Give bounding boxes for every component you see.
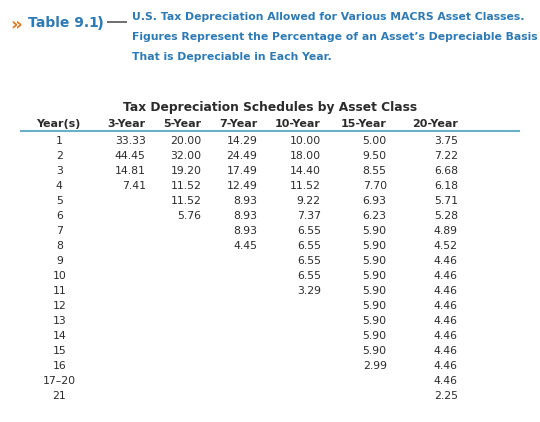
Text: U.S. Tax Depreciation Allowed for Various MACRS Asset Classes.: U.S. Tax Depreciation Allowed for Variou… [132, 12, 524, 22]
Text: 6.55: 6.55 [297, 256, 321, 266]
Text: 11.52: 11.52 [290, 181, 321, 191]
Text: 11: 11 [52, 286, 66, 296]
Text: 16: 16 [52, 361, 66, 371]
Text: 7.41: 7.41 [122, 181, 146, 191]
Text: 4: 4 [56, 181, 63, 191]
Text: 3.75: 3.75 [434, 136, 458, 146]
Text: 6.18: 6.18 [434, 181, 458, 191]
Text: 5.90: 5.90 [363, 316, 387, 326]
Text: 7.22: 7.22 [434, 151, 458, 161]
Text: 17.49: 17.49 [226, 166, 258, 176]
Text: 4.52: 4.52 [434, 241, 458, 251]
Text: 4.46: 4.46 [434, 361, 458, 371]
Text: 15-Year: 15-Year [341, 119, 387, 129]
Text: 6: 6 [56, 211, 63, 221]
Text: 12.49: 12.49 [226, 181, 258, 191]
Text: 13: 13 [52, 316, 66, 326]
Text: 5.28: 5.28 [434, 211, 458, 221]
Text: 44.45: 44.45 [115, 151, 146, 161]
Text: 7.37: 7.37 [297, 211, 321, 221]
Text: 18.00: 18.00 [289, 151, 321, 161]
Text: 3: 3 [56, 166, 63, 176]
Text: 20.00: 20.00 [170, 136, 201, 146]
Text: 21: 21 [52, 391, 66, 401]
Text: 3-Year: 3-Year [107, 119, 146, 129]
Text: 6.55: 6.55 [297, 226, 321, 236]
Text: 14.29: 14.29 [226, 136, 258, 146]
Text: 7: 7 [56, 226, 63, 236]
Text: 8.93: 8.93 [233, 196, 258, 206]
Text: 7.70: 7.70 [363, 181, 387, 191]
Text: 6.68: 6.68 [434, 166, 458, 176]
Text: 10: 10 [52, 271, 66, 281]
Text: That is Depreciable in Each Year.: That is Depreciable in Each Year. [132, 52, 332, 62]
Text: 11.52: 11.52 [171, 181, 201, 191]
Text: 4.46: 4.46 [434, 331, 458, 341]
Text: 5.00: 5.00 [362, 136, 387, 146]
Text: 14.40: 14.40 [290, 166, 321, 176]
Text: Tax Depreciation Schedules by Asset Class: Tax Depreciation Schedules by Asset Clas… [123, 101, 417, 114]
Text: 4.46: 4.46 [434, 286, 458, 296]
Text: 5.76: 5.76 [178, 211, 201, 221]
Text: 2.99: 2.99 [363, 361, 387, 371]
Text: 4.89: 4.89 [434, 226, 458, 236]
Text: 4.46: 4.46 [434, 376, 458, 386]
Text: 5.71: 5.71 [434, 196, 458, 206]
Text: 4.46: 4.46 [434, 301, 458, 311]
Text: 20-Year: 20-Year [412, 119, 458, 129]
Text: »: » [10, 16, 22, 34]
Text: 11.52: 11.52 [171, 196, 201, 206]
Text: 5.90: 5.90 [363, 256, 387, 266]
Text: 24.49: 24.49 [226, 151, 258, 161]
Text: 5-Year: 5-Year [163, 119, 201, 129]
Text: Table 9.1: Table 9.1 [28, 16, 99, 30]
Text: 4.46: 4.46 [434, 271, 458, 281]
Text: 6.55: 6.55 [297, 241, 321, 251]
Text: 7-Year: 7-Year [219, 119, 258, 129]
Text: 9.22: 9.22 [297, 196, 321, 206]
Text: 6.93: 6.93 [363, 196, 387, 206]
Text: 5.90: 5.90 [363, 271, 387, 281]
Text: Figures Represent the Percentage of an Asset’s Depreciable Basis: Figures Represent the Percentage of an A… [132, 32, 538, 42]
Text: 5: 5 [56, 196, 63, 206]
Text: 5.90: 5.90 [363, 241, 387, 251]
Text: 2.25: 2.25 [434, 391, 458, 401]
Text: 8.55: 8.55 [363, 166, 387, 176]
Text: 8: 8 [56, 241, 63, 251]
Text: Year(s): Year(s) [37, 119, 81, 129]
Text: 15: 15 [52, 346, 66, 356]
Text: 2: 2 [56, 151, 63, 161]
Text: 32.00: 32.00 [170, 151, 201, 161]
Text: 9.50: 9.50 [363, 151, 387, 161]
Text: 14: 14 [52, 331, 66, 341]
Text: 10-Year: 10-Year [275, 119, 321, 129]
Text: 33.33: 33.33 [115, 136, 146, 146]
Text: 3.29: 3.29 [297, 286, 321, 296]
Text: 4.46: 4.46 [434, 316, 458, 326]
Text: ): ) [97, 16, 104, 31]
Text: 9: 9 [56, 256, 63, 266]
Text: 5.90: 5.90 [363, 286, 387, 296]
Text: 8.93: 8.93 [233, 226, 258, 236]
Text: 4.46: 4.46 [434, 256, 458, 266]
Text: 12: 12 [52, 301, 66, 311]
Text: 6.23: 6.23 [363, 211, 387, 221]
Text: 17–20: 17–20 [43, 376, 76, 386]
Text: 4.45: 4.45 [233, 241, 258, 251]
Text: 10.00: 10.00 [289, 136, 321, 146]
Text: 8.93: 8.93 [233, 211, 258, 221]
Text: 14.81: 14.81 [115, 166, 146, 176]
Text: 5.90: 5.90 [363, 331, 387, 341]
Text: 19.20: 19.20 [171, 166, 201, 176]
Text: 5.90: 5.90 [363, 226, 387, 236]
Text: 1: 1 [56, 136, 63, 146]
Text: 6.55: 6.55 [297, 271, 321, 281]
Text: 5.90: 5.90 [363, 346, 387, 356]
Text: 4.46: 4.46 [434, 346, 458, 356]
Text: 5.90: 5.90 [363, 301, 387, 311]
